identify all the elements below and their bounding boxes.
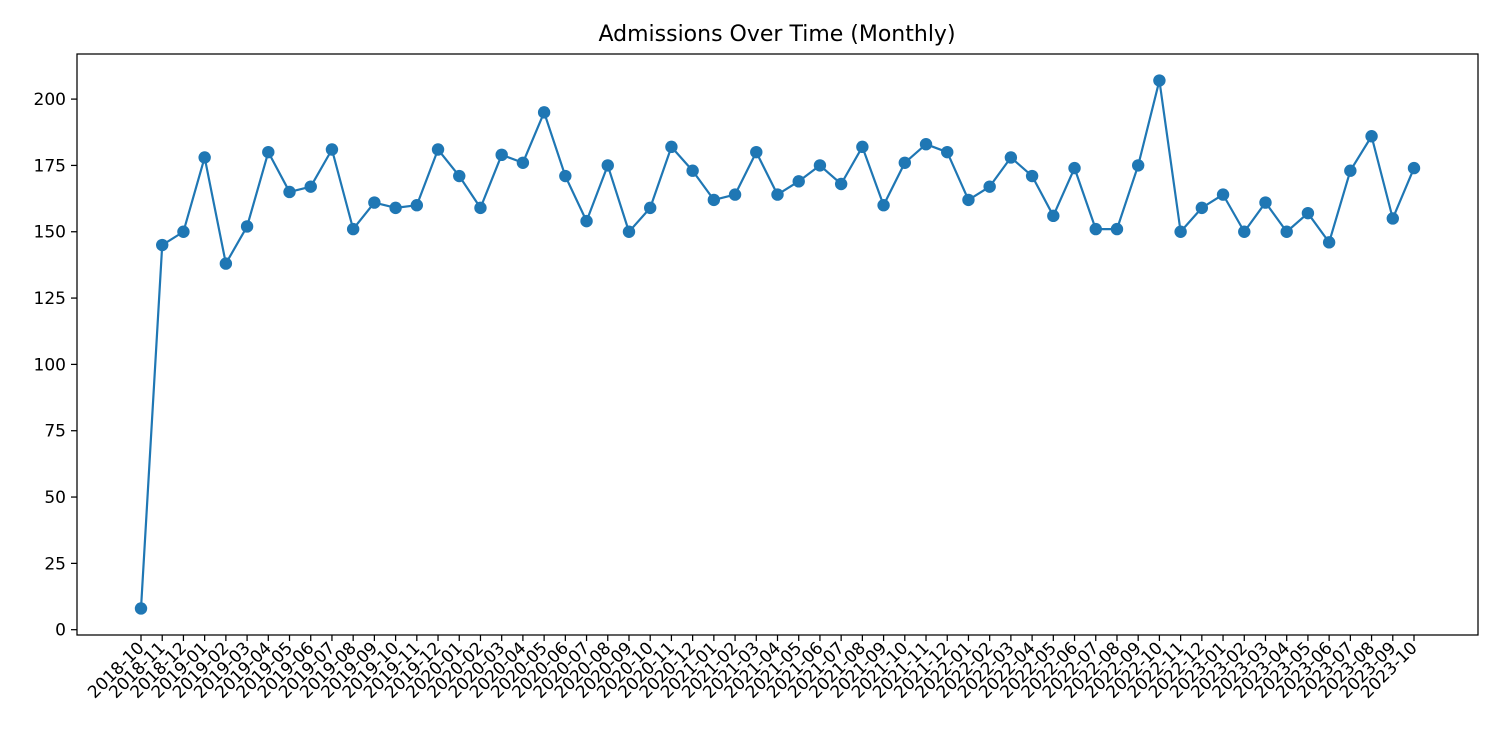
- data-point: [1344, 164, 1357, 177]
- data-point: [665, 140, 678, 154]
- plot-area: 02550751001251501752002018-102018-112018…: [34, 53, 1479, 703]
- data-point: [495, 148, 508, 162]
- data-point: [728, 188, 742, 201]
- data-point: [304, 180, 317, 193]
- data-point: [1386, 212, 1399, 225]
- series-line: [139, 79, 1416, 609]
- data-point: [601, 159, 614, 172]
- y-tick-label: 175: [34, 156, 66, 176]
- y-tick-label: 50: [44, 488, 66, 508]
- data-point: [1174, 225, 1187, 238]
- data-point: [1153, 74, 1166, 87]
- data-point: [622, 225, 636, 238]
- data-point: [156, 238, 169, 252]
- y-tick-label: 100: [34, 355, 66, 375]
- data-point: [1238, 225, 1251, 238]
- data-point: [834, 177, 848, 191]
- data-point: [1047, 209, 1060, 223]
- data-point: [1322, 236, 1336, 249]
- y-tick-label: 0: [55, 621, 66, 641]
- data-point: [537, 106, 551, 119]
- data-point: [368, 196, 381, 209]
- data-point: [1068, 161, 1081, 175]
- chart-title: Admissions Over Time (Monthly): [598, 22, 955, 47]
- data-point: [962, 193, 975, 207]
- data-point: [1195, 201, 1209, 215]
- data-point: [346, 222, 360, 236]
- data-point: [198, 151, 211, 164]
- data-point: [707, 193, 721, 207]
- data-point: [516, 156, 530, 169]
- data-point: [771, 188, 784, 201]
- data-point: [134, 602, 148, 615]
- y-tick-label: 150: [34, 223, 66, 243]
- data-point: [262, 145, 275, 159]
- data-point: [1259, 196, 1272, 209]
- data-point: [983, 180, 996, 193]
- y-tick-label: 125: [34, 289, 66, 309]
- data-point: [813, 159, 827, 172]
- data-point: [580, 214, 593, 228]
- data-point: [1365, 130, 1378, 143]
- data-point: [1280, 225, 1293, 238]
- data-point: [919, 138, 933, 151]
- plot-frame: [76, 53, 1479, 636]
- data-point: [177, 225, 190, 238]
- data-point: [792, 175, 805, 188]
- data-point: [686, 164, 699, 177]
- data-point: [410, 199, 424, 212]
- y-tick-label: 25: [44, 554, 66, 574]
- data-point: [1089, 222, 1102, 236]
- data-point: [750, 145, 763, 159]
- y-tick-label: 200: [34, 90, 66, 110]
- data-point: [559, 169, 572, 183]
- data-point: [1004, 151, 1018, 164]
- data-point: [1110, 222, 1124, 236]
- data-point: [1407, 161, 1421, 175]
- data-point: [474, 201, 487, 215]
- data-point: [1025, 169, 1039, 183]
- data-point: [898, 156, 911, 169]
- data-point: [240, 220, 254, 233]
- data-point: [389, 201, 402, 215]
- data-point: [941, 145, 954, 159]
- data-point: [1301, 206, 1315, 220]
- data-point: [877, 199, 890, 212]
- data-point: [431, 143, 445, 156]
- data-point: [219, 257, 233, 270]
- data-point: [1216, 188, 1230, 201]
- data-point: [856, 140, 869, 154]
- data-point: [1131, 159, 1145, 172]
- y-tick-label: 75: [44, 422, 66, 442]
- data-point: [283, 185, 296, 199]
- data-point: [325, 143, 339, 156]
- data-point: [644, 201, 657, 215]
- data-point: [453, 169, 466, 183]
